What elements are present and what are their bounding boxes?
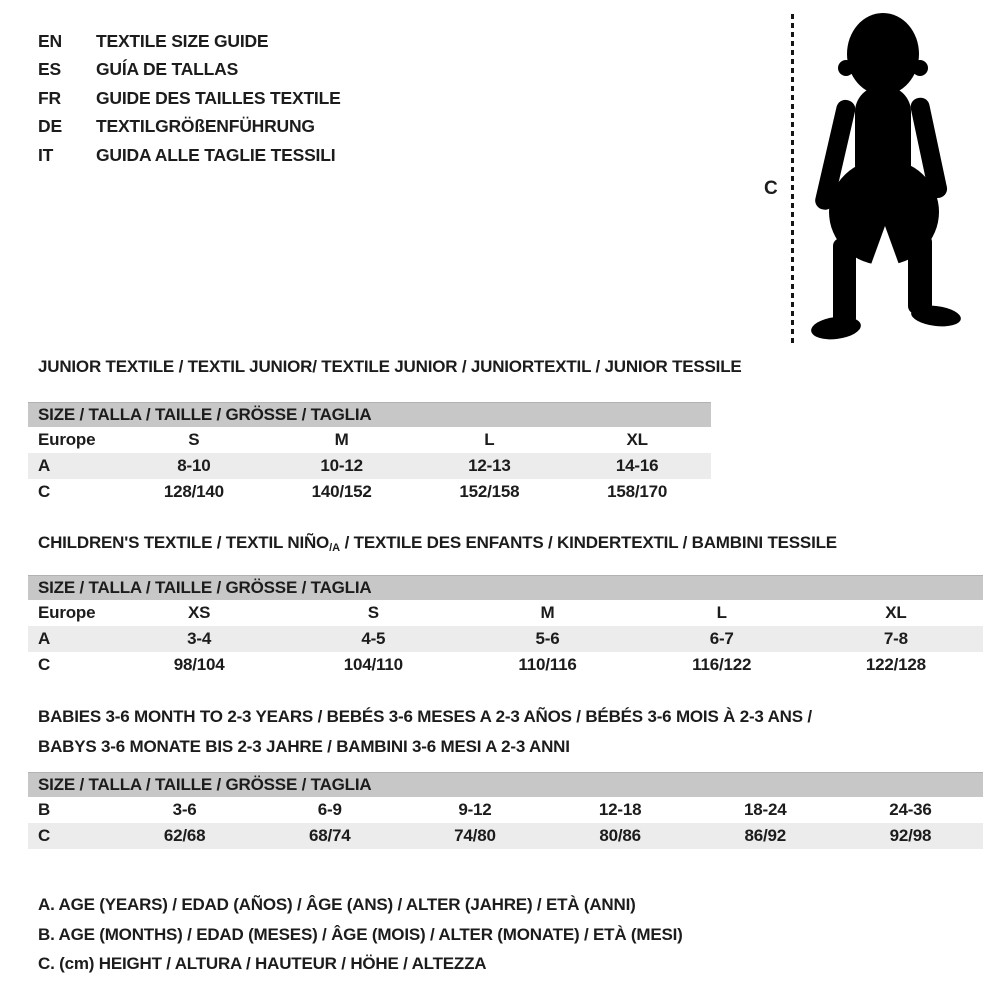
table-row-europe: Europe XS S M L XL xyxy=(28,600,983,626)
measure-legend: A. AGE (YEARS) / EDAD (AÑOS) / ÂGE (ANS)… xyxy=(38,890,683,979)
table-cell: 62/68 xyxy=(163,826,206,845)
table-cell: XL xyxy=(626,430,648,449)
table-header: SIZE / TALLA / TAILLE / GRÖSSE / TAGLIA xyxy=(28,575,983,600)
children-section-title: CHILDREN'S TEXTILE / TEXTIL NIÑO/A / TEX… xyxy=(38,533,837,554)
table-row-height: C 62/68 68/74 74/80 80/86 86/92 92/98 xyxy=(28,823,983,849)
table-cell: 6-9 xyxy=(317,800,342,819)
language-row-fr: FR GUIDE DES TAILLES TEXTILE xyxy=(38,84,341,113)
language-label: TEXTILGRÖßENFÜHRUNG xyxy=(96,116,315,137)
table-cell: 6-7 xyxy=(709,629,734,648)
table-cell: 4-5 xyxy=(361,629,386,648)
babies-size-table: SIZE / TALLA / TAILLE / GRÖSSE / TAGLIA … xyxy=(28,772,983,849)
language-label: GUÍA DE TALLAS xyxy=(96,59,239,80)
table-header: SIZE / TALLA / TAILLE / GRÖSSE / TAGLIA xyxy=(28,772,983,797)
language-code: IT xyxy=(38,144,54,165)
language-code: ES xyxy=(38,59,61,80)
table-row-height: C 128/140 140/152 152/158 158/170 xyxy=(28,479,711,505)
table-cell: 7-8 xyxy=(883,629,908,648)
junior-size-table: SIZE / TALLA / TAILLE / GRÖSSE / TAGLIA … xyxy=(28,402,711,505)
baby-silhouette-icon xyxy=(811,13,961,340)
table-header: SIZE / TALLA / TAILLE / GRÖSSE / TAGLIA xyxy=(28,402,711,427)
junior-section-title: JUNIOR TEXTILE / TEXTIL JUNIOR/ TEXTILE … xyxy=(38,357,742,376)
table-cell: 10-12 xyxy=(320,456,363,475)
language-code: EN xyxy=(38,30,62,51)
table-cell: 128/140 xyxy=(163,482,224,501)
table-row-europe: Europe S M L XL xyxy=(28,427,711,453)
row-label: C xyxy=(38,482,51,501)
table-cell: 68/74 xyxy=(308,826,351,845)
babies-title-line1: BABIES 3-6 MONTH TO 2-3 YEARS / BEBÉS 3-… xyxy=(38,707,812,726)
language-row-es: ES GUÍA DE TALLAS xyxy=(38,56,341,85)
table-cell: 98/104 xyxy=(173,655,225,674)
row-label: C xyxy=(38,826,51,845)
table-cell: 104/110 xyxy=(343,655,403,674)
row-label: B xyxy=(38,800,51,819)
table-cell: 14-16 xyxy=(615,456,659,475)
language-code: FR xyxy=(38,87,61,108)
table-cell: 24-36 xyxy=(889,800,932,819)
table-cell: 80/86 xyxy=(599,826,641,845)
row-label: Europe xyxy=(38,430,96,449)
language-label: GUIDA ALLE TAGLIE TESSILI xyxy=(96,144,336,165)
table-cell: 12-13 xyxy=(468,456,511,475)
table-cell: 110/116 xyxy=(518,655,577,674)
table-row-age: A 8-10 10-12 12-13 14-16 xyxy=(28,453,711,479)
table-row-age-months: B 3-6 6-9 9-12 12-18 18-24 24-36 xyxy=(28,797,983,823)
table-cell: XS xyxy=(187,603,211,622)
children-title-text: CHILDREN'S TEXTILE / TEXTIL NIÑO xyxy=(38,533,330,552)
language-label: GUIDE DES TAILLES TEXTILE xyxy=(96,87,341,108)
table-cell: 8-10 xyxy=(177,456,211,475)
table-cell: 12-18 xyxy=(598,800,642,819)
row-label: A xyxy=(38,456,51,475)
table-cell: 74/80 xyxy=(454,826,496,845)
table-cell: 3-6 xyxy=(172,800,197,819)
table-cell: 92/98 xyxy=(889,826,932,845)
language-label: TEXTILE SIZE GUIDE xyxy=(96,30,269,51)
table-cell: S xyxy=(188,430,200,449)
row-label: A xyxy=(38,629,51,648)
row-label: Europe xyxy=(38,603,96,622)
table-cell: 122/128 xyxy=(865,655,926,674)
baby-figure: C xyxy=(750,0,1000,360)
height-measure-dotted-line xyxy=(791,14,794,347)
babies-section-title: BABIES 3-6 MONTH TO 2-3 YEARS / BEBÉS 3-… xyxy=(38,702,812,762)
table-cell: 3-4 xyxy=(187,629,212,648)
table-cell: M xyxy=(334,430,349,449)
children-size-table: SIZE / TALLA / TAILLE / GRÖSSE / TAGLIA … xyxy=(28,575,983,678)
table-cell: 140/152 xyxy=(311,482,372,501)
children-title-text: / TEXTILE DES ENFANTS / KINDERTEXTIL / B… xyxy=(340,533,838,552)
babies-title-line2: BABYS 3-6 MONATE BIS 2-3 JAHRE / BAMBINI… xyxy=(38,737,570,756)
table-cell: 152/158 xyxy=(459,482,520,501)
legend-line-b: B. AGE (MONTHS) / EDAD (MESES) / ÂGE (MO… xyxy=(38,924,683,944)
children-title-subscript: /A xyxy=(329,542,341,554)
legend-line-a: A. AGE (YEARS) / EDAD (AÑOS) / ÂGE (ANS)… xyxy=(38,895,636,914)
language-row-it: IT GUIDA ALLE TAGLIE TESSILI xyxy=(38,141,341,170)
table-cell: 5-6 xyxy=(535,629,560,648)
language-row-de: DE TEXTILGRÖßENFÜHRUNG xyxy=(38,113,341,142)
table-cell: 9-12 xyxy=(458,800,492,819)
table-cell: M xyxy=(540,603,555,622)
language-list: EN TEXTILE SIZE GUIDE ES GUÍA DE TALLAS … xyxy=(38,27,341,170)
language-code: DE xyxy=(38,116,62,137)
table-cell: S xyxy=(367,603,379,622)
height-measure-label: C xyxy=(764,178,778,199)
legend-line-c: C. (cm) HEIGHT / ALTURA / HAUTEUR / HÖHE… xyxy=(38,954,487,974)
table-cell: L xyxy=(716,603,727,622)
language-row-en: EN TEXTILE SIZE GUIDE xyxy=(38,27,341,56)
table-cell: XL xyxy=(885,603,907,622)
table-cell: L xyxy=(484,430,495,449)
table-cell: 116/122 xyxy=(692,655,752,674)
table-cell: 86/92 xyxy=(744,826,787,845)
table-cell: 18-24 xyxy=(744,800,787,819)
table-row-age: A 3-4 4-5 5-6 6-7 7-8 xyxy=(28,626,983,652)
table-row-height: C 98/104 104/110 110/116 116/122 122/128 xyxy=(28,652,983,678)
table-cell: 158/170 xyxy=(607,482,668,501)
row-label: C xyxy=(38,655,51,674)
